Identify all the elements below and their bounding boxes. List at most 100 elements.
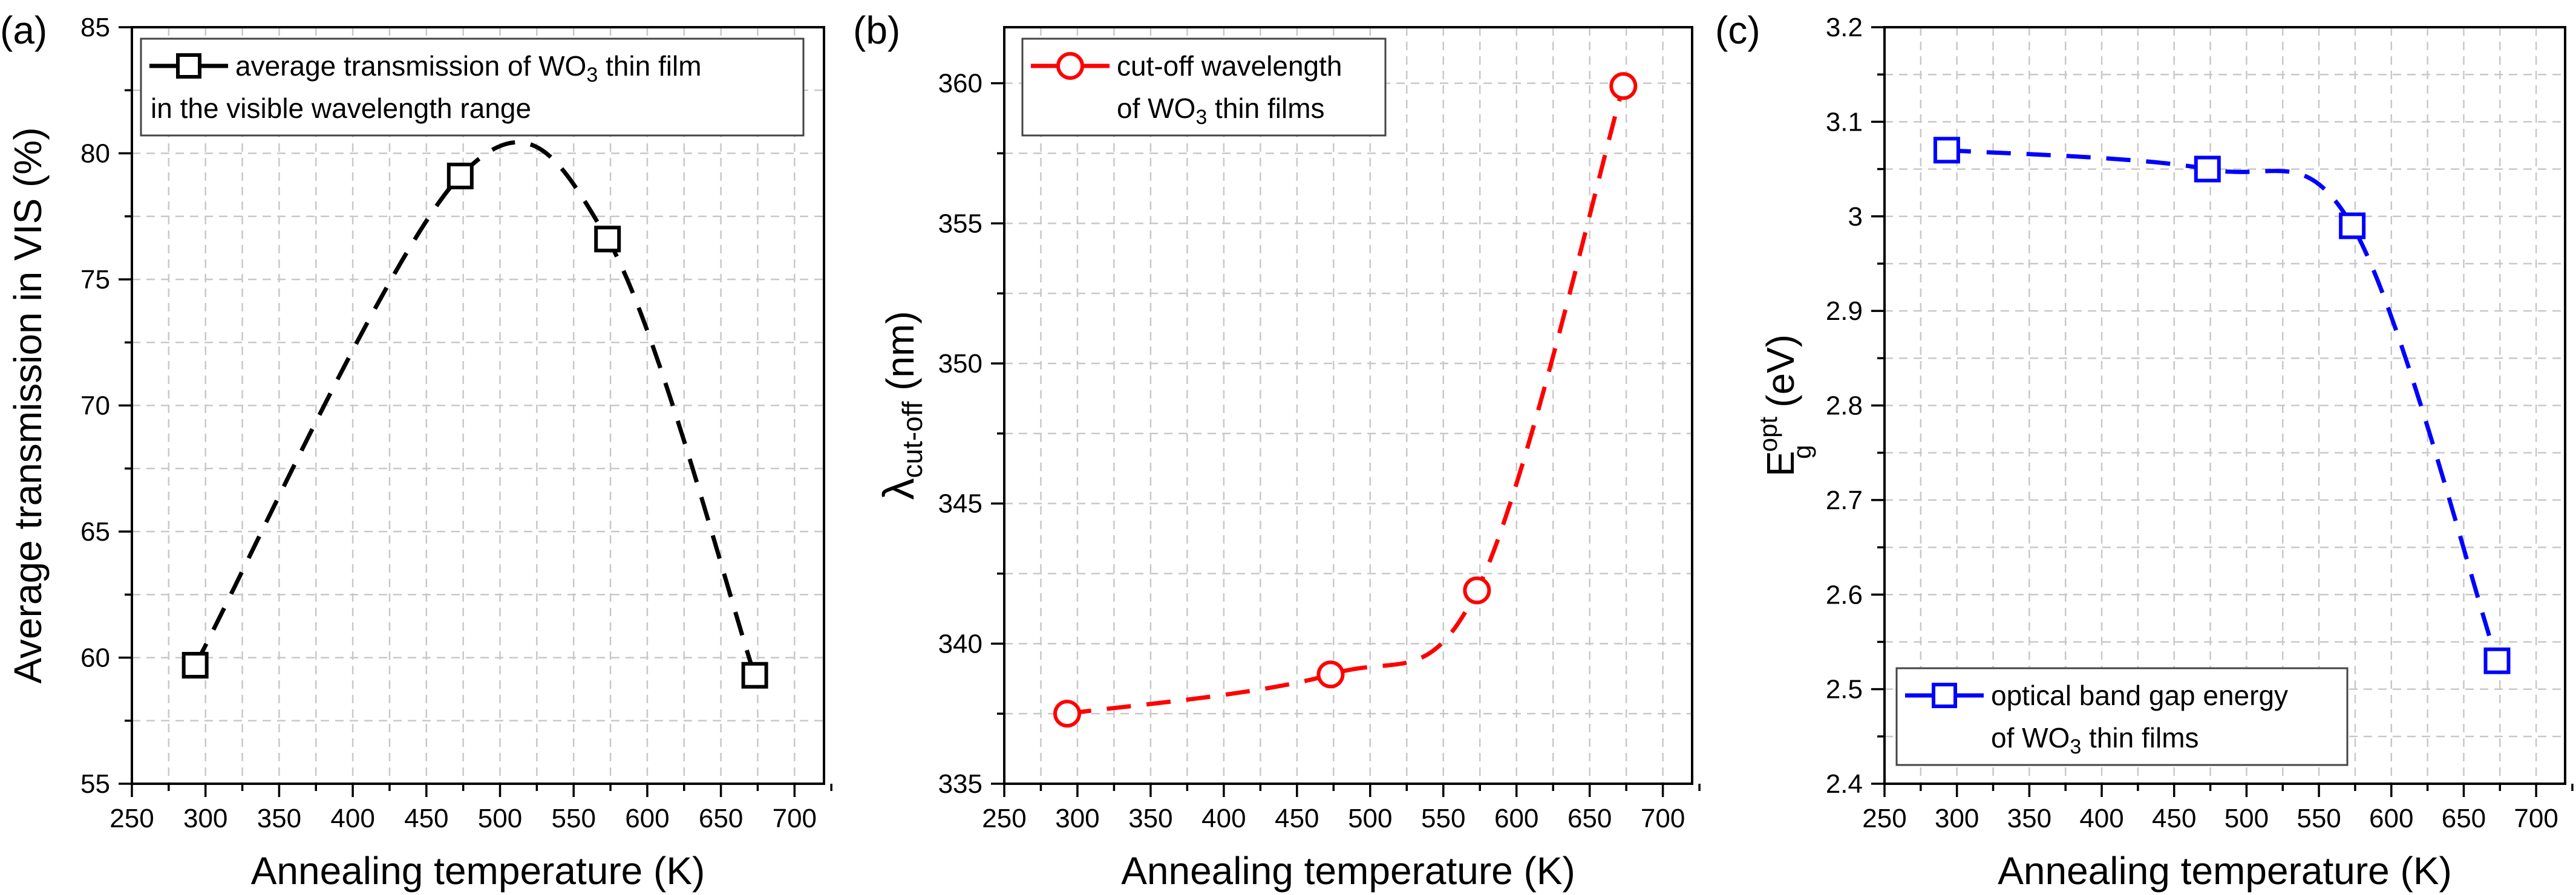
- y-tick-label: 70: [80, 391, 110, 421]
- x-tick-label: 350: [257, 804, 301, 833]
- panel-a-markers: [181, 163, 768, 689]
- x-tick-label: 550: [552, 804, 596, 833]
- x-tick-label: 650: [1568, 804, 1612, 833]
- y-tick-label: 75: [80, 265, 110, 295]
- panel-a-legend-text-line1: average transmission of WO3 thin film: [235, 50, 702, 86]
- panel-b-x-tick-labels: 250 300 350 400 450 500 550 600 650 700: [982, 804, 1685, 833]
- y-tick-label: 335: [938, 769, 982, 799]
- x-tick-label: 250: [110, 804, 154, 833]
- x-tick-label: 550: [2296, 804, 2341, 833]
- y-tick-label: 60: [80, 643, 110, 673]
- panel-b-y-axis-title: λcut-off (nm): [875, 311, 928, 500]
- panel-b-markers: [1053, 72, 1638, 728]
- panel-b-axes-frame: [1003, 26, 1693, 785]
- x-tick-label: 400: [330, 804, 374, 833]
- y-tick-label: 360: [938, 69, 982, 99]
- panel-a-grid: [132, 27, 824, 784]
- data-point-marker: [2194, 155, 2221, 183]
- y-tick-label: 2.9: [1826, 296, 1863, 326]
- y-tick-label: 3.2: [1826, 13, 1863, 42]
- y-tick-label: 2.8: [1826, 391, 1863, 421]
- panel-c-legend-text-line2: of WO3 thin films: [1991, 722, 2199, 758]
- x-tick-label: 350: [2007, 804, 2051, 833]
- x-tick-label: 450: [404, 804, 448, 833]
- x-tick-label: 250: [1862, 804, 1906, 833]
- y-tick-label: 355: [938, 209, 982, 238]
- x-tick-label: 450: [1275, 804, 1319, 833]
- panel-c-legend: optical band gap energy of WO3 thin film…: [1895, 667, 2349, 766]
- panel-b-legend: cut-off wavelength of WO3 thin films: [1021, 37, 1387, 137]
- x-tick-label: 500: [1348, 804, 1392, 833]
- panel-a-y-axis-title: Average transmission in VIS (%): [6, 127, 50, 683]
- y-tick-label: 350: [938, 349, 982, 379]
- data-point-marker: [2483, 647, 2511, 674]
- y-tick-label: 80: [80, 139, 110, 169]
- y-tick-label: 2.5: [1826, 675, 1863, 705]
- x-tick-label: 600: [2369, 804, 2413, 833]
- panel-c-y-tick-labels: 2.4 2.5 2.6 2.7 2.8 2.9 3 3.1 3.2: [1826, 13, 1863, 799]
- panel-c-x-tick-labels: 250 300 350 400 450 500 550 600 650 700: [1862, 804, 2558, 833]
- y-tick-label: 345: [938, 489, 982, 519]
- x-tick-label: 700: [1641, 804, 1685, 833]
- x-tick-label: 700: [773, 804, 817, 833]
- panel-c-legend-box: [1895, 667, 2349, 766]
- x-tick-label: 600: [625, 804, 669, 833]
- panel-c-legend-text-line1: optical band gap energy: [1991, 680, 2288, 711]
- x-tick-label: 500: [478, 804, 522, 833]
- panel-b-y-tick-labels: 335 340 345 350 355 360: [938, 69, 982, 799]
- panel-b: 250 300 350 400 450 500 550 600 650 700 335 340 345…: [853, 8, 1701, 893]
- panel-c-markers: [1933, 137, 2511, 674]
- panel-c-series-line: [1946, 148, 2499, 662]
- panel-a: 250 300 350 400 450 500 550 600 650 700 55 60 65 70 7…: [0, 8, 832, 893]
- panel-a-legend: average transmission of WO3 thin film in…: [140, 37, 805, 137]
- panel-b-x-axis-title: Annealing temperature (K): [1121, 849, 1575, 893]
- panel-b-legend-marker: [1056, 52, 1084, 80]
- y-tick-label: 85: [80, 13, 110, 42]
- panel-b-grid: [1004, 27, 1692, 784]
- y-tick-label: 2.6: [1826, 580, 1863, 610]
- data-point-marker: [741, 662, 768, 689]
- panel-c-legend-marker: [1932, 683, 1957, 708]
- panel-a-ticks: [119, 26, 832, 797]
- x-tick-label: 700: [2514, 804, 2558, 833]
- panel-b-series-line: [1067, 85, 1626, 716]
- data-point-marker: [1609, 72, 1638, 100]
- data-point-marker: [1933, 137, 1960, 164]
- panel-c-label: (c): [1715, 8, 1760, 52]
- y-tick-label: 2.4: [1826, 769, 1863, 799]
- x-tick-label: 600: [1494, 804, 1538, 833]
- y-tick-label: 65: [80, 517, 110, 547]
- panel-b-legend-box: [1021, 37, 1387, 137]
- y-tick-label: 3: [1848, 202, 1863, 232]
- panel-b-label: (b): [853, 8, 900, 52]
- panel-b-legend-text-line1: cut-off wavelength: [1117, 50, 1342, 82]
- y-tick-label: 340: [938, 629, 982, 659]
- panel-a-x-axis-title: Annealing temperature (K): [251, 849, 705, 893]
- x-tick-label: 650: [2442, 804, 2486, 833]
- y-tick-label: 3.1: [1826, 107, 1863, 137]
- panel-a-legend-box: [140, 37, 805, 137]
- x-tick-label: 400: [2079, 804, 2123, 833]
- panel-c-x-axis-title: Annealing temperature (K): [1998, 849, 2452, 893]
- y-tick-label: 2.7: [1826, 486, 1863, 515]
- data-point-marker: [594, 226, 621, 253]
- x-tick-label: 300: [1055, 804, 1099, 833]
- x-tick-label: 250: [982, 804, 1026, 833]
- data-point-marker: [181, 652, 209, 679]
- data-point-marker: [1463, 576, 1491, 605]
- panel-a-legend-marker: [176, 53, 201, 79]
- panel-a-x-tick-labels: 250 300 350 400 450 500 550 600 650 700: [110, 804, 817, 833]
- panel-c-y-axis-title: Eopt g (eV): [1754, 334, 1816, 477]
- data-point-marker: [446, 163, 474, 190]
- x-tick-label: 500: [2225, 804, 2269, 833]
- data-point-marker: [2339, 212, 2366, 239]
- data-point-marker: [1316, 660, 1345, 689]
- panel-c: 250 300 350 400 450 500 550 600 650 700 2.4 2.5 2.6…: [1715, 8, 2574, 893]
- panel-a-legend-text-line2: in the visible wavelength range: [151, 93, 531, 124]
- x-tick-label: 300: [183, 804, 227, 833]
- panel-b-ticks: [991, 82, 1701, 797]
- panel-a-label: (a): [0, 8, 47, 52]
- x-tick-label: 300: [1935, 804, 1979, 833]
- x-tick-label: 350: [1128, 804, 1172, 833]
